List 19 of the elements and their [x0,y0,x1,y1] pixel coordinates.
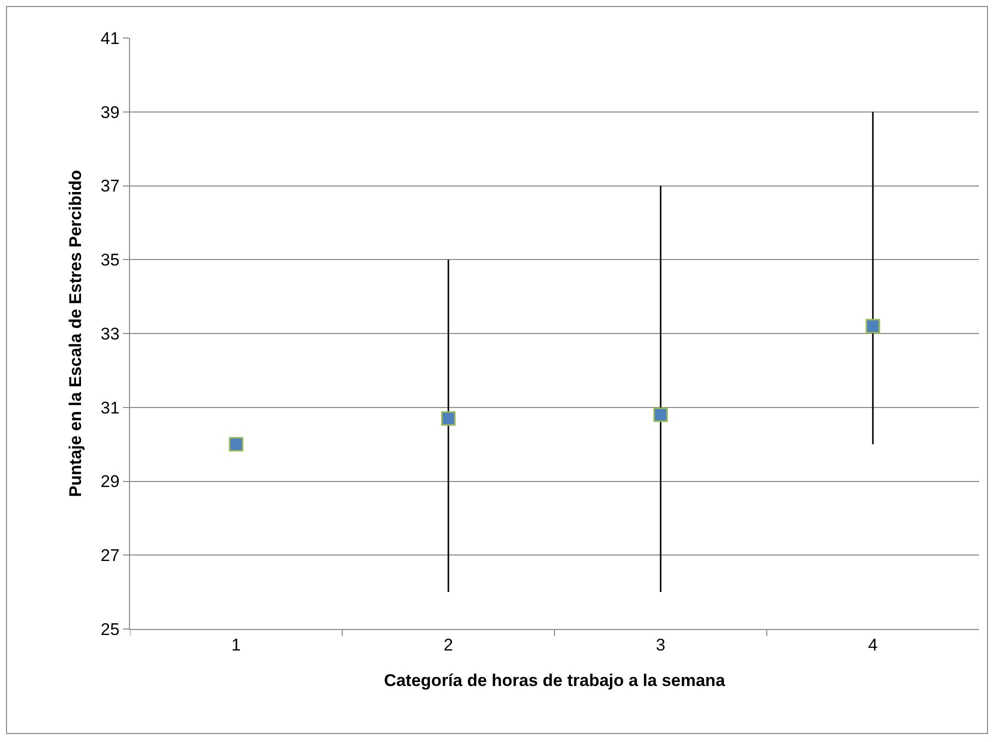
y-axis-title: Puntaje en la Escala de Estres Percibido [66,170,86,497]
point [441,411,456,426]
y-tick-label: 31 [100,398,120,418]
y-tick-label: 27 [100,546,120,566]
y-tick-label: 25 [100,620,120,639]
y-tick-label: 37 [100,176,120,196]
x-tick-label: 4 [868,635,878,654]
point [228,437,244,452]
x-axis-title: Categoría de horas de trabajo a la semana [384,670,726,690]
x-tick-label: 3 [656,635,666,654]
point [866,318,880,334]
y-tick-label: 41 [100,28,120,48]
y-tick-label: 35 [100,250,120,270]
y-tick-label: 29 [100,472,120,492]
y-tick-label: 33 [100,324,120,344]
x-tick-label: 1 [231,635,241,654]
x-tick-label: 2 [444,635,454,654]
y-tick-label: 39 [100,102,120,122]
point [653,408,668,422]
